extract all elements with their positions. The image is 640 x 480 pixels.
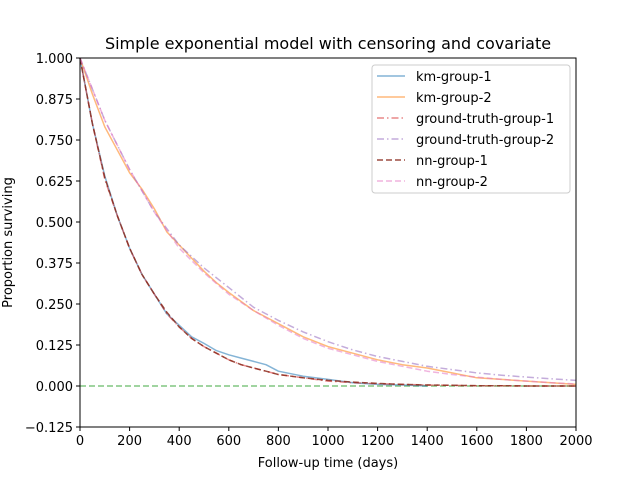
legend-label-ground-truth-group-1: ground-truth-group-1 — [416, 112, 554, 127]
y-tick-label: 0.125 — [36, 339, 73, 354]
legend-label-km-group-1: km-group-1 — [416, 70, 492, 85]
x-axis-label: Follow-up time (days) — [258, 456, 398, 471]
y-tick-label: 0.625 — [36, 175, 73, 190]
x-tick-label: 1600 — [460, 434, 493, 449]
series-line-ground-truth-group-1 — [79, 57, 576, 387]
legend: km-group-1 km-group-2 ground-truth-group-1… — [371, 64, 571, 194]
x-tick-label: 2000 — [559, 434, 592, 449]
x-tick-label: 1000 — [311, 434, 344, 449]
x-tick-label: 1200 — [361, 434, 394, 449]
series-line-nn-group-1 — [79, 57, 576, 387]
y-tick-label: 1.000 — [36, 52, 73, 67]
legend-frame — [371, 64, 571, 194]
y-tick-label: 0.250 — [36, 298, 73, 313]
x-tick-label: 400 — [167, 434, 192, 449]
x-tick-label: 200 — [117, 434, 142, 449]
y-axis-label: Proportion surviving — [1, 177, 16, 308]
chart-title: Simple exponential model with censoring … — [105, 34, 551, 53]
y-tick-label: 0.875 — [36, 93, 73, 108]
y-tick-label: −0.125 — [25, 421, 73, 436]
series-layer — [79, 57, 577, 387]
y-tick-label: 0.375 — [36, 257, 73, 272]
legend-items: km-group-1 km-group-2 ground-truth-group-1… — [377, 70, 554, 190]
x-tick-label: 1400 — [411, 434, 444, 449]
legend-label-km-group-2: km-group-2 — [416, 91, 492, 106]
x-tick-label: 800 — [266, 434, 291, 449]
y-tick-label: 0.750 — [36, 134, 73, 149]
x-tick-label: 600 — [216, 434, 241, 449]
x-axis-ticks: 0 200 400 600 800 1000 1200 1400 1600 1800 2000 — [76, 427, 593, 449]
legend-label-ground-truth-group-2: ground-truth-group-2 — [416, 133, 554, 148]
x-tick-label: 1800 — [510, 434, 543, 449]
legend-label-nn-group-1: nn-group-1 — [416, 154, 488, 169]
y-tick-label: 0.500 — [36, 216, 73, 231]
x-tick-label: 0 — [76, 434, 84, 449]
y-tick-label: 0.000 — [36, 380, 73, 395]
series-line-nn-group-2 — [79, 57, 577, 385]
legend-label-nn-group-2: nn-group-2 — [416, 175, 488, 190]
y-axis-ticks: −0.125 0.000 0.125 0.250 0.375 0.500 0.625 0.75… — [25, 52, 80, 436]
